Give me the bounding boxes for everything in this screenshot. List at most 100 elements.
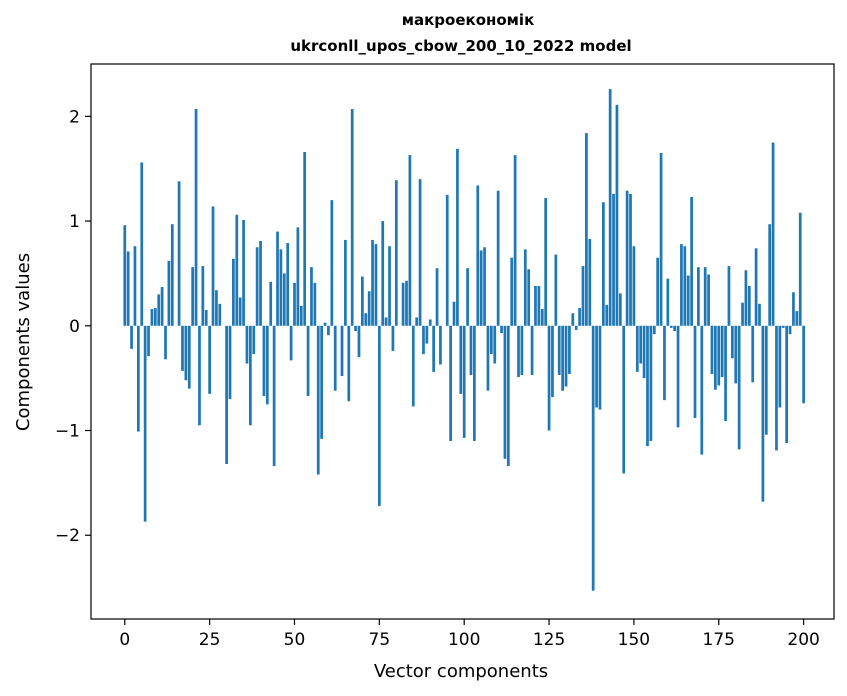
bar — [466, 268, 469, 326]
y-tick-label: 2 — [69, 107, 80, 127]
bar — [411, 325, 415, 407]
bar — [181, 325, 184, 371]
bar — [449, 325, 452, 441]
bar — [184, 325, 188, 381]
bar — [585, 133, 588, 326]
bar — [320, 325, 323, 439]
bar — [177, 181, 181, 326]
bar — [344, 239, 347, 326]
bar — [510, 257, 514, 326]
bar — [296, 227, 300, 326]
bar — [133, 246, 137, 326]
bar — [792, 292, 795, 326]
bar — [157, 294, 161, 326]
bar — [564, 325, 568, 387]
bar — [612, 193, 615, 326]
bar — [432, 325, 436, 372]
bar — [211, 206, 215, 326]
bar — [323, 322, 327, 326]
bar — [680, 244, 683, 326]
y-tick-label: −1 — [55, 422, 80, 442]
bar — [269, 281, 273, 326]
bar — [781, 325, 785, 328]
bar — [164, 325, 167, 360]
bar — [663, 325, 666, 401]
bar — [377, 325, 381, 506]
plot-frame — [90, 63, 835, 620]
bar — [456, 148, 459, 326]
bar — [452, 301, 456, 326]
bar — [798, 212, 802, 326]
bar — [595, 325, 598, 408]
bar — [262, 325, 266, 396]
bar — [333, 325, 337, 391]
bar — [714, 325, 717, 390]
bar — [523, 249, 527, 326]
bar — [187, 325, 191, 389]
bar — [513, 155, 517, 326]
bar — [530, 325, 534, 376]
bar — [310, 267, 313, 326]
x-tick-label: 50 — [284, 630, 306, 650]
bar — [279, 249, 283, 326]
bar — [428, 319, 432, 326]
bar — [381, 221, 385, 326]
bar — [730, 325, 734, 359]
bar — [388, 246, 391, 326]
bar — [785, 325, 789, 444]
bar — [272, 325, 276, 467]
bar — [496, 190, 500, 326]
x-tick-label: 150 — [618, 630, 650, 650]
bars-group — [123, 89, 805, 591]
bar — [313, 282, 317, 326]
bar — [327, 325, 330, 336]
bar — [316, 325, 320, 475]
bar — [686, 275, 690, 326]
bar — [130, 325, 133, 349]
bar — [737, 325, 741, 450]
bar — [703, 267, 707, 326]
bar — [361, 276, 364, 326]
bar — [408, 155, 412, 326]
bar — [639, 325, 643, 364]
bar — [669, 325, 673, 328]
bar — [561, 325, 564, 391]
x-tick-label: 100 — [448, 630, 480, 650]
bar — [198, 325, 201, 426]
bar — [371, 239, 374, 326]
bar — [676, 325, 680, 428]
bar — [547, 325, 551, 431]
bar — [700, 325, 704, 455]
bar — [232, 258, 235, 326]
bar — [228, 325, 232, 400]
bar — [208, 325, 211, 394]
bar — [771, 142, 775, 326]
bar — [503, 325, 507, 459]
bar — [608, 89, 612, 326]
x-tick-label: 25 — [199, 630, 221, 650]
bar — [405, 280, 408, 326]
bar — [252, 325, 256, 355]
bar — [527, 269, 531, 326]
bar — [652, 325, 656, 335]
bar — [160, 287, 164, 326]
bar — [330, 200, 334, 326]
x-axis-label: Vector components — [374, 661, 548, 682]
bar — [598, 325, 602, 410]
bar — [751, 325, 755, 383]
bar — [218, 303, 222, 326]
bar — [649, 325, 653, 441]
x-tick-label: 0 — [119, 630, 130, 650]
bar — [520, 325, 524, 376]
bar — [126, 251, 130, 326]
bar — [415, 317, 419, 326]
bar — [761, 325, 765, 502]
bar — [778, 325, 782, 408]
bar — [469, 325, 473, 376]
bar — [764, 325, 768, 435]
chart-title-line1: макроекономік — [402, 11, 535, 29]
bar — [775, 325, 778, 451]
bar — [642, 325, 646, 379]
bar — [215, 290, 218, 326]
